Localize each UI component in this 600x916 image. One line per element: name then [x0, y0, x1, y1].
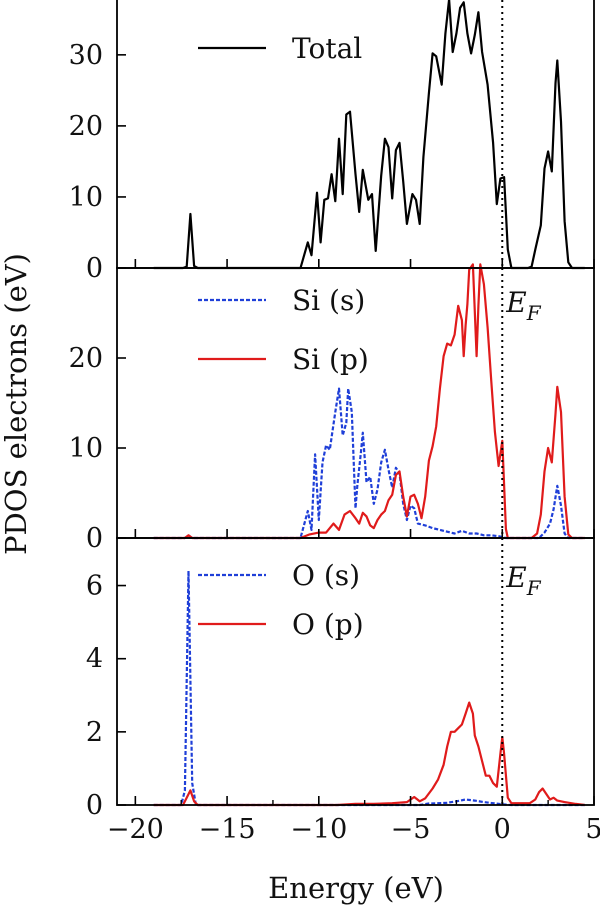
- x-tick-label: −5: [391, 814, 431, 845]
- series-line-si-s: [153, 387, 585, 540]
- series-line-o-s: [153, 569, 585, 807]
- y-tick-label: 0: [86, 523, 103, 554]
- series-line-o-p: [153, 701, 585, 807]
- y-tick-label: 30: [69, 40, 103, 71]
- series-line-total: [153, 0, 585, 270]
- legend-label: O (s): [292, 559, 360, 592]
- x-axis-title: Energy (eV): [268, 871, 444, 905]
- x-tick-label: 5: [585, 814, 600, 845]
- y-tick-label: 10: [69, 182, 103, 213]
- legend-label: Si (s): [292, 284, 365, 317]
- fermi-label-main: E: [505, 286, 526, 319]
- x-tick-label: 0: [494, 814, 511, 845]
- y-tick-label: 0: [86, 253, 103, 284]
- x-tick-label: −20: [107, 814, 164, 845]
- y-tick-label: 4: [86, 644, 103, 675]
- y-tick-label: 20: [69, 343, 103, 374]
- y-axis-title: PDOS electrons (eV): [0, 253, 33, 555]
- x-tick-label: −10: [290, 814, 347, 845]
- series-line-si-p: [153, 263, 585, 540]
- y-tick-label: 0: [86, 790, 103, 821]
- fermi-level-label: EF: [505, 561, 541, 600]
- y-tick-label: 2: [86, 717, 103, 748]
- legend-label: O (p): [292, 608, 364, 641]
- fermi-label-sub: F: [526, 301, 542, 325]
- panel-frame: [116, 537, 595, 806]
- legend-label: Si (p): [292, 343, 369, 376]
- y-tick-label: 6: [86, 571, 103, 602]
- y-tick-label: 10: [69, 433, 103, 464]
- legend-label: Total: [292, 32, 362, 65]
- fermi-label-main: E: [505, 561, 526, 594]
- x-tick-label: −15: [199, 814, 256, 845]
- y-tick-label: 20: [69, 111, 103, 142]
- fermi-label-sub: F: [526, 576, 542, 600]
- fermi-level-label: EF: [505, 286, 541, 325]
